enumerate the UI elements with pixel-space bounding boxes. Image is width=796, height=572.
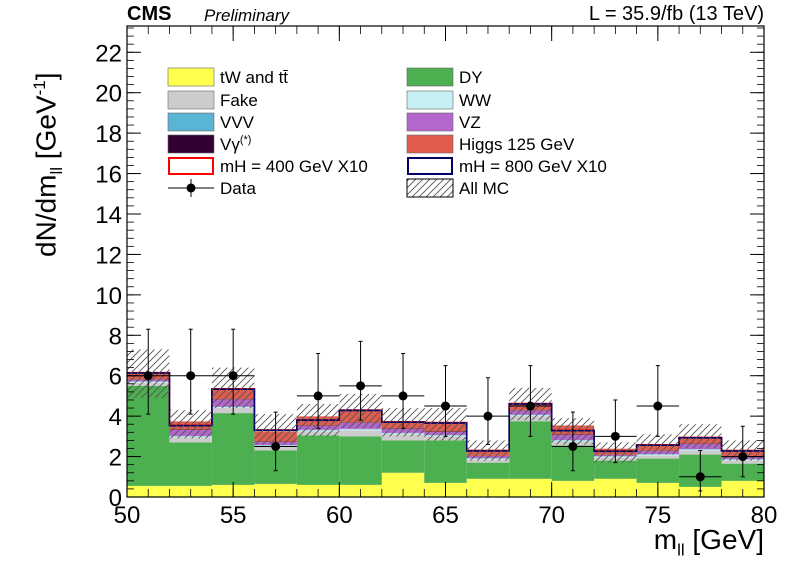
bar-segment	[381, 440, 425, 473]
y-tick-label: 22	[95, 40, 122, 67]
bar-segment	[466, 459, 510, 463]
legend-label: tW and tt̄	[220, 68, 288, 87]
bar-segment	[466, 478, 510, 497]
data-point	[441, 401, 450, 411]
bar-segment	[339, 436, 382, 485]
data-point	[653, 401, 663, 411]
x-tick-label: 60	[326, 502, 353, 529]
legend-swatch	[406, 90, 454, 110]
legend-label: Higgs 125 GeV	[459, 135, 575, 154]
data-points	[127, 328, 764, 492]
legend-label: Fake	[220, 91, 258, 110]
legend-swatch	[167, 90, 215, 110]
data-point	[568, 441, 578, 451]
uncertainty-bin	[169, 410, 212, 439]
y-tick-label: 18	[95, 121, 122, 148]
bar-segment	[169, 437, 212, 443]
y-tick-label: 8	[109, 323, 122, 350]
y-tick-label: 10	[95, 283, 122, 310]
uncertainty-bin	[636, 434, 680, 455]
luminosity-label: L = 35.9/fb (13 TeV)	[588, 3, 764, 25]
x-tick-label: 75	[644, 502, 671, 529]
legend-swatch	[167, 134, 215, 154]
y-tick-label: 16	[95, 162, 122, 189]
x-tick-label: 55	[220, 502, 247, 529]
bar-segment	[551, 480, 595, 497]
x-tick-label: 70	[538, 502, 565, 529]
data-point	[143, 371, 153, 381]
legend-label: VZ	[459, 113, 481, 132]
legend-swatch	[407, 157, 453, 175]
bar-segment	[594, 460, 637, 479]
legend-label: mH = 800 GeV X10	[459, 157, 607, 176]
legend-swatch	[406, 67, 454, 87]
y-axis-label: dN/dmll [GeV-1]	[30, 72, 66, 257]
bar-segment	[339, 430, 382, 437]
bar-segment	[424, 440, 467, 483]
legend-label: DY	[459, 68, 483, 87]
legend-label: VVV	[220, 113, 255, 132]
y-tick-label: 20	[95, 81, 122, 108]
data-point	[525, 401, 535, 411]
legend-data-marker	[186, 183, 196, 193]
legend-label: mH = 400 GeV X10	[220, 157, 368, 176]
bar-segment	[509, 478, 552, 497]
bar-segment	[594, 478, 637, 497]
data-point	[695, 472, 705, 482]
y-tick-label: 6	[109, 364, 122, 391]
legend-swatch	[406, 134, 454, 154]
bar-segment	[636, 458, 680, 483]
bar-segment	[296, 435, 340, 485]
data-point	[483, 411, 493, 421]
axes: 0 2 4 6 8 10 12 14 16 18 20 22 50 55 60 65 70 75 80	[95, 26, 777, 529]
legend-label: All MC	[459, 179, 509, 198]
bar-segment	[211, 413, 255, 485]
uncertainty-bin	[679, 424, 722, 449]
y-tick-label: 12	[95, 242, 122, 269]
x-tick-label: 80	[751, 502, 778, 529]
status-label: Preliminary	[204, 6, 290, 25]
y-tick-label: 4	[109, 404, 122, 431]
data-point	[271, 441, 281, 451]
y-tick-label: 0	[109, 485, 122, 512]
experiment-label: CMS	[127, 3, 172, 25]
x-tick-label: 50	[114, 502, 141, 529]
data-point	[313, 391, 323, 401]
legend-swatch	[167, 112, 215, 132]
x-tick-label: 65	[432, 502, 459, 529]
bar-segment	[721, 480, 764, 497]
bar-segment	[169, 442, 212, 486]
bar-segment	[339, 429, 382, 431]
x-axis-label: mll [GeV]	[653, 524, 764, 560]
legend: tW and tt̄ Fake VVV Vγ(*) mH = 400 GeV X10 Da…	[167, 67, 607, 198]
legend-swatch	[167, 67, 215, 87]
bar-segment	[381, 434, 425, 441]
bar-segment	[636, 454, 680, 456]
legend-swatch	[168, 157, 214, 175]
legend-swatch	[406, 112, 454, 132]
y-tick-label: 2	[109, 445, 122, 472]
legend-label: Vγ(*)	[220, 134, 251, 154]
data-point	[186, 371, 196, 381]
data-point	[610, 431, 620, 441]
data-point	[738, 452, 748, 462]
data-point	[356, 381, 366, 391]
data-point	[398, 391, 408, 401]
bar-segment	[466, 462, 510, 479]
legend-label: Data	[220, 179, 256, 198]
bar-segment	[636, 455, 680, 459]
legend-swatch	[406, 178, 454, 198]
data-point	[228, 371, 238, 381]
bar-segment	[679, 449, 722, 451]
y-tick-label: 14	[95, 202, 122, 229]
uncertainty-bin	[466, 440, 510, 461]
legend-label: WW	[459, 91, 491, 110]
